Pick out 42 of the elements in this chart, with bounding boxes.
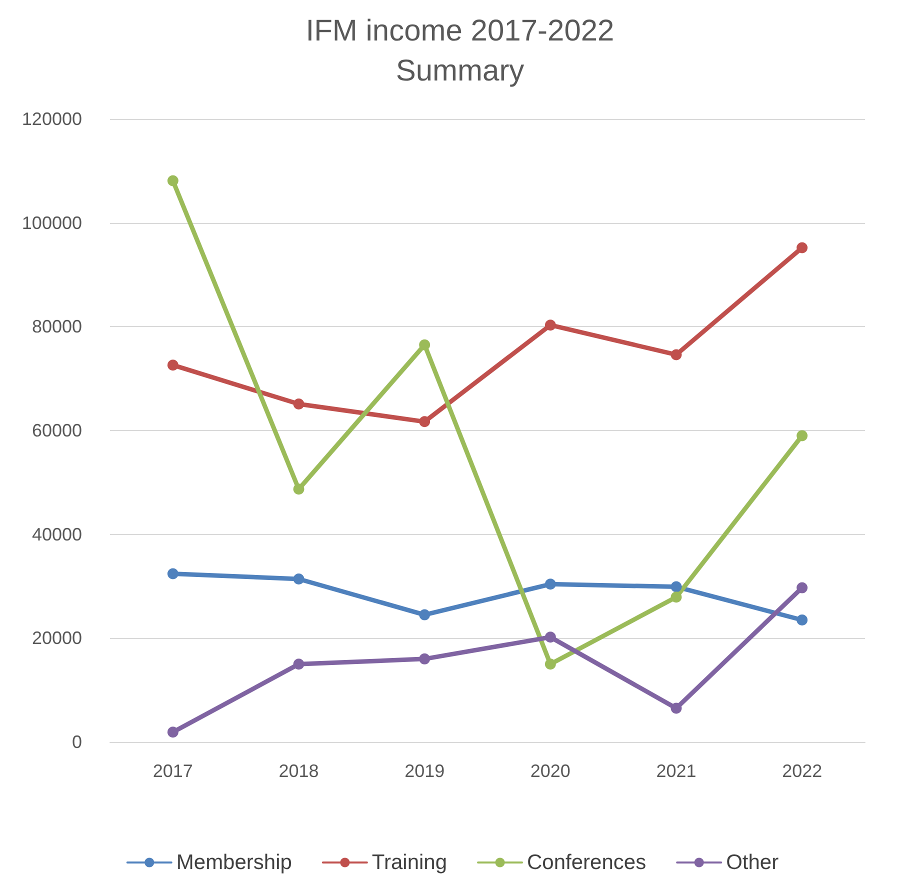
legend-label: Membership bbox=[176, 851, 292, 874]
point bbox=[419, 653, 430, 664]
point bbox=[419, 339, 430, 350]
point bbox=[167, 360, 178, 371]
point bbox=[796, 582, 808, 594]
point bbox=[544, 320, 556, 331]
y-tick-label: 0 bbox=[72, 732, 82, 752]
y-tick-label: 20000 bbox=[32, 628, 82, 648]
point bbox=[670, 702, 682, 714]
point bbox=[544, 578, 556, 590]
legend-label: Conferences bbox=[527, 851, 646, 874]
point bbox=[419, 416, 430, 428]
point bbox=[293, 573, 304, 584]
point bbox=[544, 632, 556, 643]
point bbox=[796, 614, 808, 626]
point bbox=[670, 581, 682, 592]
x-tick-label: 2021 bbox=[656, 761, 696, 781]
y-tick-label: 100000 bbox=[22, 212, 82, 233]
point bbox=[544, 658, 556, 670]
x-tick-label: 2018 bbox=[278, 761, 319, 781]
x-tick-label: 2019 bbox=[404, 761, 445, 781]
y-tick-label: 80000 bbox=[32, 316, 82, 337]
point bbox=[670, 349, 682, 360]
point bbox=[293, 658, 304, 670]
x-tick-label: 2017 bbox=[152, 761, 193, 781]
point bbox=[167, 726, 178, 738]
y-tick-label: 40000 bbox=[32, 524, 82, 544]
point bbox=[167, 568, 178, 580]
y-tick-label: 60000 bbox=[32, 420, 82, 440]
legend-label: Training bbox=[372, 851, 448, 874]
point bbox=[796, 430, 808, 442]
point bbox=[419, 609, 430, 620]
point bbox=[670, 592, 682, 603]
x-tick-label: 2022 bbox=[782, 761, 822, 781]
point bbox=[167, 175, 178, 186]
point bbox=[293, 484, 304, 495]
point bbox=[796, 242, 808, 254]
chart-title: IFM income 2017-2022 Summary bbox=[306, 14, 614, 88]
legend-label: Other bbox=[726, 851, 779, 874]
x-tick-label: 2020 bbox=[530, 761, 570, 781]
y-tick-label: 120000 bbox=[22, 109, 82, 129]
point bbox=[293, 398, 304, 410]
